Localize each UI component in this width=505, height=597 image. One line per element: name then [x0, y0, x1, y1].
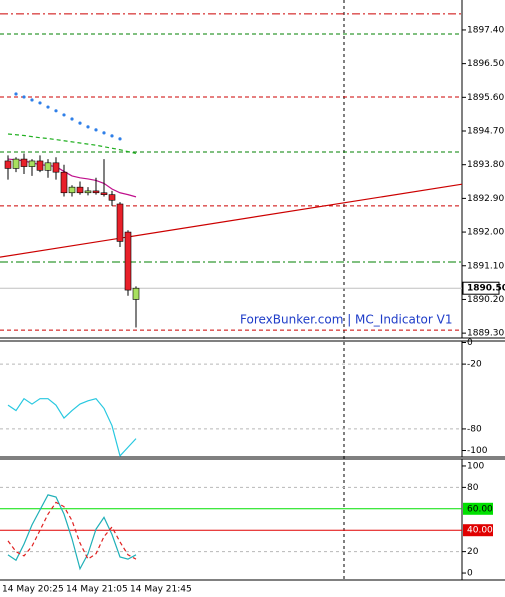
candle-body — [4, 160, 12, 169]
x-tick-label: 14 May 21:45 — [130, 585, 192, 595]
level-label: 60.00 — [467, 504, 493, 514]
candle-body — [20, 158, 28, 167]
y-tick-label: 1890.20 — [467, 295, 504, 305]
indicator-dot — [22, 95, 26, 99]
indicator-dot — [86, 125, 90, 129]
candle-body — [100, 192, 108, 195]
candle-body — [68, 186, 76, 194]
indicator-dot — [54, 109, 58, 113]
y-tick-label: -100 — [467, 446, 488, 456]
candle-body — [132, 287, 140, 300]
trend-line — [0, 183, 463, 258]
y-tick-label: -80 — [467, 424, 482, 434]
level-label: 40.00 — [467, 526, 493, 536]
candle-body — [28, 160, 36, 167]
indicator-line — [7, 501, 137, 560]
indicator-dot — [30, 98, 34, 102]
x-tick-label: 14 May 20:25 — [2, 585, 64, 595]
candle-body — [92, 190, 100, 194]
y-tick-label: 80 — [467, 483, 479, 493]
indicator-line — [7, 397, 137, 458]
y-tick-label: 1895.60 — [467, 93, 504, 103]
y-tick-label: 0 — [467, 569, 473, 579]
indicator-dot — [62, 113, 66, 117]
candle-body — [76, 186, 84, 194]
y-tick-label: 0 — [467, 338, 473, 348]
candle-body — [36, 160, 44, 171]
y-tick-label: 1892.90 — [467, 194, 504, 204]
candle-body — [52, 162, 60, 173]
indicator-dot — [94, 128, 98, 132]
candle-body — [12, 158, 20, 169]
y-tick-label: 1893.80 — [467, 160, 504, 170]
indicator-dot — [102, 131, 106, 135]
indicator-dot — [70, 117, 74, 121]
y-tick-label: 1891.10 — [467, 261, 504, 271]
candle-body — [108, 194, 116, 201]
candle-body — [60, 171, 68, 194]
indicator-dot — [46, 105, 50, 109]
indicator-line — [7, 494, 137, 571]
level-label-box — [463, 524, 493, 537]
indicator-dot — [110, 134, 114, 138]
y-tick-label: 1892.00 — [467, 228, 504, 238]
candle-body — [116, 203, 124, 242]
indicator-dot — [38, 101, 42, 105]
price-label-box — [462, 281, 500, 295]
price-label: 1890.50 — [467, 284, 505, 294]
indicator-dot — [78, 121, 82, 125]
candle-body — [124, 231, 132, 291]
x-tick-label: 14 May 21:05 — [66, 585, 128, 595]
watermark: ForexBunker.com | MC_Indicator V1 — [240, 313, 452, 327]
candle-body — [84, 190, 92, 194]
y-tick-label: 1897.40 — [467, 25, 504, 35]
y-tick-label: 1896.50 — [467, 59, 504, 69]
y-tick-label: -20 — [467, 360, 482, 370]
y-tick-label: 1889.30 — [467, 329, 504, 339]
y-tick-label: 100 — [467, 461, 484, 471]
candle-body — [44, 162, 52, 171]
indicator-line — [7, 133, 137, 155]
y-tick-label: 1894.70 — [467, 127, 504, 137]
indicator-dot — [118, 137, 122, 141]
y-tick-label: 20 — [467, 547, 479, 557]
level-label-box — [463, 502, 493, 515]
indicator-dot — [14, 92, 18, 96]
